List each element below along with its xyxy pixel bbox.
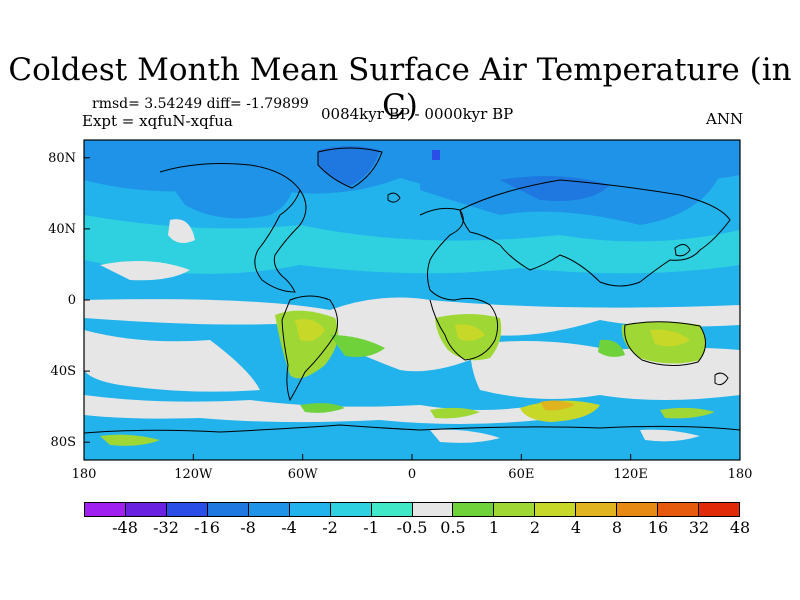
colorbar-swatch bbox=[576, 503, 618, 516]
colorbar-swatch bbox=[699, 503, 739, 516]
map-title: Coldest Month Mean Surface Air Temperatu… bbox=[8, 52, 792, 124]
uk-coast bbox=[387, 192, 401, 203]
colorbar-label: 48 bbox=[729, 518, 751, 537]
x-tick-label: 180 bbox=[72, 467, 97, 482]
greenland-coast bbox=[317, 147, 383, 189]
colorbar-swatch bbox=[125, 503, 167, 516]
africa-coast bbox=[419, 207, 499, 361]
southern-ocean-warmer bbox=[540, 400, 575, 411]
colorbar-swatch bbox=[207, 503, 249, 516]
x-tick-label: 0 bbox=[408, 467, 416, 482]
new-zealand-coast bbox=[714, 372, 729, 386]
colorbar-label: -8 bbox=[240, 518, 256, 537]
antarctic-neutral-patch bbox=[430, 429, 500, 443]
colorbar-swatch bbox=[289, 503, 331, 516]
colorbar-label: -4 bbox=[281, 518, 297, 537]
africa-warmer bbox=[455, 324, 485, 341]
north-america-coast bbox=[159, 163, 307, 293]
colorbar-swatch bbox=[371, 503, 413, 516]
south-america-warmer bbox=[295, 319, 325, 342]
x-tick-label: 60W bbox=[288, 467, 319, 482]
colorbar-swatch bbox=[330, 503, 372, 516]
colorbar-label: 2 bbox=[529, 518, 541, 537]
arctic-dark-spot bbox=[432, 150, 440, 160]
north-america-cold bbox=[160, 165, 293, 219]
greenland-cold-patch bbox=[318, 146, 380, 186]
japan-coast bbox=[674, 244, 691, 257]
antarctic-warm-left bbox=[100, 434, 160, 446]
x-tick-label: 120E bbox=[614, 467, 648, 482]
colorbar-label: 4 bbox=[570, 518, 582, 537]
drake-passage-warm bbox=[300, 403, 345, 413]
indian-ocean-warm bbox=[598, 339, 625, 357]
antarctica-coast bbox=[84, 424, 740, 434]
x-axis: 180 120W 60W 0 60E 120E 180 bbox=[72, 454, 753, 482]
x-tick-label: 180 bbox=[728, 467, 753, 482]
pacific-south-warm-patch bbox=[660, 407, 715, 419]
coastlines bbox=[84, 147, 740, 434]
x-tick-label: 120W bbox=[174, 467, 213, 482]
pacific-neutral-north bbox=[100, 261, 190, 281]
colorbar-swatch bbox=[494, 503, 536, 516]
colorbar-swatch bbox=[85, 503, 126, 516]
y-tick-label: 40S bbox=[51, 364, 76, 379]
colorbar-swatch bbox=[617, 503, 659, 516]
y-tick-label: 80N bbox=[48, 151, 76, 166]
y-tick-label: 40N bbox=[48, 222, 76, 237]
antarctic-neutral-right bbox=[640, 429, 700, 442]
colorbar-swatch bbox=[248, 503, 290, 516]
south-atlantic-warm-patch bbox=[430, 407, 480, 419]
y-tick-label: 80S bbox=[51, 435, 76, 450]
australia-warmer bbox=[650, 329, 690, 347]
colorbar-label: -32 bbox=[153, 518, 179, 537]
colorbar-swatch bbox=[412, 503, 454, 516]
colorbar-label: 1 bbox=[488, 518, 500, 537]
colorbar-label: 32 bbox=[688, 518, 710, 537]
colorbar bbox=[84, 502, 740, 517]
colorbar-swatch bbox=[166, 503, 208, 516]
map-field bbox=[84, 140, 740, 460]
colorbar-label: 0.5 bbox=[440, 518, 466, 537]
colorbar-label: -48 bbox=[112, 518, 138, 537]
stats-label: rmsd= 3.54249 diff= -1.79899 bbox=[92, 96, 309, 112]
south-atlantic-warm bbox=[330, 335, 385, 357]
colorbar-label: 16 bbox=[647, 518, 669, 537]
antarctic-band bbox=[84, 424, 740, 460]
y-tick-label: 0 bbox=[68, 293, 76, 308]
midlat-north-band bbox=[84, 215, 740, 274]
x-tick-label: 60E bbox=[508, 467, 534, 482]
colorbar-label: -16 bbox=[194, 518, 220, 537]
season-label: ANN bbox=[706, 110, 744, 128]
colorbar-label: -0.5 bbox=[396, 518, 428, 537]
y-axis: 80N 40N 0 40S 80S bbox=[48, 151, 90, 450]
colorbar-label: -2 bbox=[322, 518, 338, 537]
southern-ocean-warm bbox=[520, 400, 600, 422]
colorbar-swatch bbox=[535, 503, 577, 516]
colorbar-labels: -48 -32 -16 -8 -4 -2 -1 -0.5 0.5 1 2 4 8 16 32 48 bbox=[0, 518, 800, 540]
south-pacific-neutral bbox=[84, 330, 260, 392]
period-label: 0084kyr BP - 0000kyr BP bbox=[321, 105, 514, 123]
colorbar-label: 8 bbox=[611, 518, 623, 537]
eurasia-coast bbox=[459, 179, 731, 287]
colorbar-swatch bbox=[658, 503, 700, 516]
south-america-coast bbox=[281, 295, 339, 402]
pacific-neutral-east bbox=[168, 219, 195, 244]
experiment-label: Expt = xqfuN-xqfua bbox=[82, 112, 233, 130]
australia-coast bbox=[624, 321, 706, 366]
colorbar-swatch bbox=[453, 503, 495, 516]
colorbar-label: -1 bbox=[363, 518, 379, 537]
